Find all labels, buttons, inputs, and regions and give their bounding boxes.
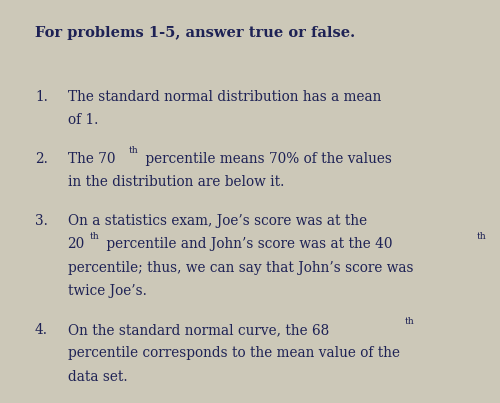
Text: twice Joe’s.: twice Joe’s. <box>68 284 146 298</box>
Text: percentile and John’s score was at the 40: percentile and John’s score was at the 4… <box>102 237 393 251</box>
Text: th: th <box>129 146 138 155</box>
Text: data set.: data set. <box>68 370 127 384</box>
Text: 3.: 3. <box>35 214 48 228</box>
Text: 1.: 1. <box>35 90 48 104</box>
Text: 2.: 2. <box>35 152 48 166</box>
Text: On the standard normal curve, the 68: On the standard normal curve, the 68 <box>68 323 329 337</box>
Text: For problems 1-5, answer true or false.: For problems 1-5, answer true or false. <box>35 26 355 40</box>
Text: th: th <box>477 232 487 241</box>
Text: The 70: The 70 <box>68 152 115 166</box>
Text: 20: 20 <box>68 237 85 251</box>
Text: of 1.: of 1. <box>68 113 98 127</box>
Text: percentile; thus, we can say that John’s score was: percentile; thus, we can say that John’s… <box>68 261 413 275</box>
Text: percentile corresponds to the mean value of the: percentile corresponds to the mean value… <box>68 346 400 360</box>
Text: in the distribution are below it.: in the distribution are below it. <box>68 175 284 189</box>
Text: On a statistics exam, Joe’s score was at the: On a statistics exam, Joe’s score was at… <box>68 214 366 228</box>
Text: th: th <box>404 317 414 326</box>
Text: th: th <box>90 232 100 241</box>
Text: percentile means 70% of the values: percentile means 70% of the values <box>142 152 392 166</box>
Text: 4.: 4. <box>35 323 48 337</box>
Text: The standard normal distribution has a mean: The standard normal distribution has a m… <box>68 90 381 104</box>
